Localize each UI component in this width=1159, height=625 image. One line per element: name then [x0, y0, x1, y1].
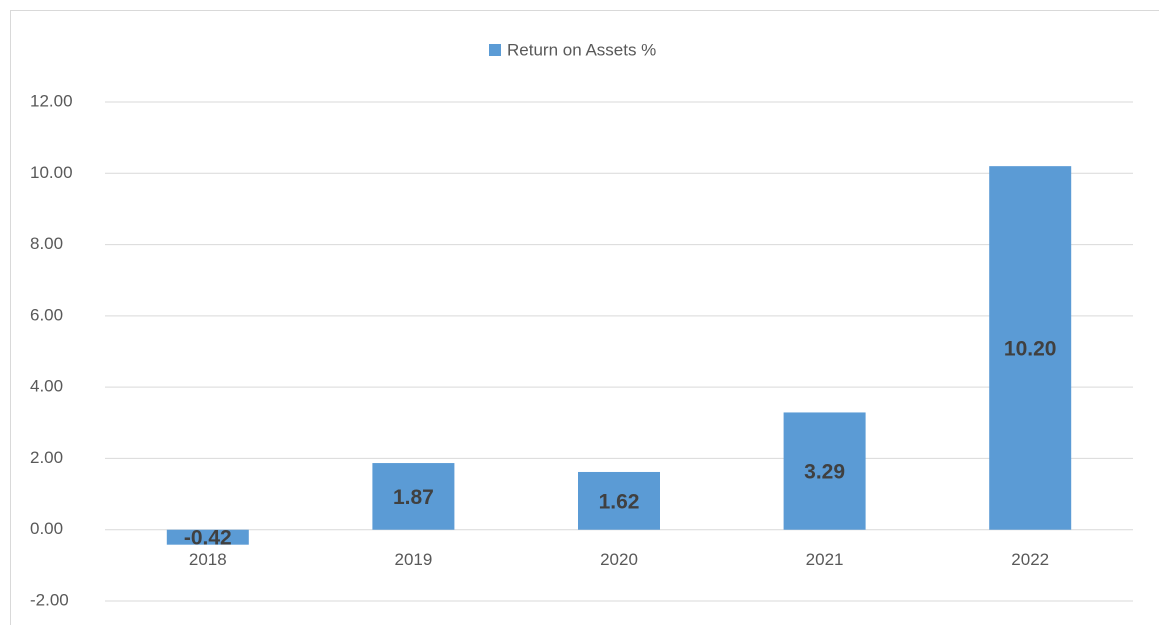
- y-tick-label: 4.00: [30, 377, 63, 396]
- x-tick-label: 2019: [394, 550, 432, 569]
- legend-swatch: [489, 44, 501, 56]
- x-tick-label: 2020: [600, 550, 638, 569]
- y-tick-label: 8.00: [30, 234, 63, 253]
- data-label: 1.62: [599, 490, 640, 513]
- x-tick-label: 2018: [189, 550, 227, 569]
- bar: [783, 412, 866, 530]
- y-tick-label: 6.00: [30, 305, 63, 324]
- y-tick-label: 10.00: [30, 163, 73, 182]
- y-tick-label: 2.00: [30, 448, 63, 467]
- data-label: 10.20: [1004, 337, 1057, 360]
- x-tick-label: 2021: [806, 550, 844, 569]
- x-tick-label: 2022: [1011, 550, 1049, 569]
- y-tick-label: 0.00: [30, 519, 63, 538]
- legend-label: Return on Assets %: [507, 40, 656, 59]
- bar: [166, 529, 249, 545]
- data-label: 3.29: [804, 461, 845, 484]
- y-tick-label: 12.00: [30, 91, 73, 110]
- data-label: 1.87: [393, 486, 434, 509]
- chart-border: [10, 10, 1159, 625]
- bar: [989, 166, 1072, 530]
- bar: [372, 463, 455, 530]
- y-tick-label: -2.00: [30, 590, 69, 609]
- data-label: -0.42: [184, 527, 232, 550]
- bar: [578, 471, 660, 530]
